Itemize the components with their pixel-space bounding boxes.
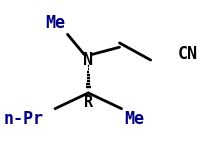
Text: CN: CN: [178, 45, 198, 63]
Text: Me: Me: [124, 110, 144, 128]
Text: R: R: [84, 96, 93, 110]
Text: Me: Me: [45, 14, 65, 32]
Text: n-Pr: n-Pr: [4, 110, 44, 128]
Text: N: N: [83, 51, 93, 69]
